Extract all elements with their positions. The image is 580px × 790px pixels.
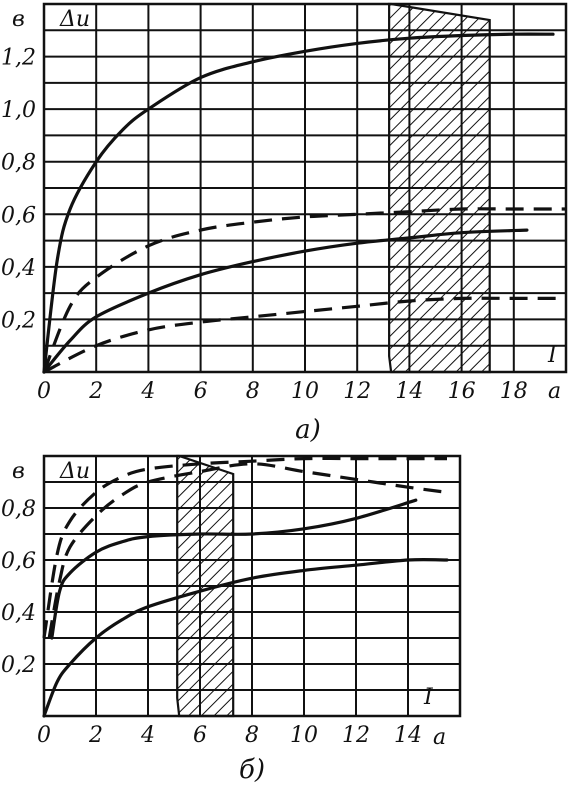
x-tick-label: 4: [140, 379, 155, 404]
chart-b: 0 2 4 6 8 10 12 14 0,2 0,4 0,6 0,8 в Δu Iа б): [1, 454, 462, 785]
series-line-1-solid: [42, 32, 555, 374]
x-tick-label: 6: [194, 379, 208, 404]
x-axis-symbol: I: [423, 685, 434, 710]
x-tick-label: 2: [88, 723, 103, 748]
x-tick-label: 18: [500, 379, 528, 404]
series-line-4-solid: [42, 558, 449, 718]
x-tick-label: 16: [448, 379, 476, 404]
y-tick-label: 0,2: [1, 308, 36, 333]
x-tick-label: 0: [37, 723, 51, 748]
series-line-2-dashed: [47, 462, 448, 639]
y-tick-label: 0,6: [1, 549, 36, 574]
series-line-3-solid: [50, 498, 418, 640]
x-tick-label: 6: [193, 723, 207, 748]
chart-a: 0 2 4 6 8 10 12 14 16 18 0,2 0,4 0,6 0,8 1,0 1,2 в Δu Iа а): [1, 2, 568, 445]
y-tick-label: 0,4: [1, 256, 36, 281]
x-tick-label: 4: [140, 723, 155, 748]
x-tick-label: 8: [245, 723, 259, 748]
x-unit-label: а: [433, 725, 446, 750]
series-line-4-dashed: [43, 296, 566, 374]
y-tick-label: 1,0: [1, 98, 36, 123]
plot-frame: [42, 454, 462, 718]
chart-caption: а): [295, 415, 321, 445]
y-tick-label: 0,4: [1, 601, 36, 626]
y-unit-label: в: [12, 459, 25, 484]
x-tick-label: 10: [291, 379, 319, 404]
series-line-2-dashed: [42, 207, 566, 373]
y-tick-label: 0,2: [1, 653, 36, 678]
x-tick-label: 8: [246, 379, 260, 404]
chart-caption: б): [239, 755, 265, 785]
y-axis-symbol: Δu: [59, 7, 90, 32]
x-tick-label: 12: [342, 723, 370, 748]
x-axis-symbol: I: [547, 343, 558, 368]
x-tick-label: 10: [290, 723, 318, 748]
y-axis-symbol: Δu: [59, 459, 90, 484]
y-unit-label: в: [12, 7, 25, 32]
x-tick-label: 14: [394, 723, 422, 748]
plot-frame: [42, 2, 568, 374]
y-tick-label: 1,2: [1, 46, 36, 71]
y-tick-label: 0,8: [1, 497, 36, 522]
series-line-3-solid: [42, 228, 529, 374]
y-tick-label: 0,8: [1, 151, 36, 176]
series-line-1-dashed: [42, 456, 447, 639]
x-tick-label: 0: [37, 379, 51, 404]
x-tick-label: 12: [343, 379, 371, 404]
y-tick-label: 0,6: [1, 203, 36, 228]
x-unit-label: а: [548, 379, 561, 404]
x-tick-label: 14: [395, 379, 423, 404]
x-tick-label: 2: [88, 379, 103, 404]
